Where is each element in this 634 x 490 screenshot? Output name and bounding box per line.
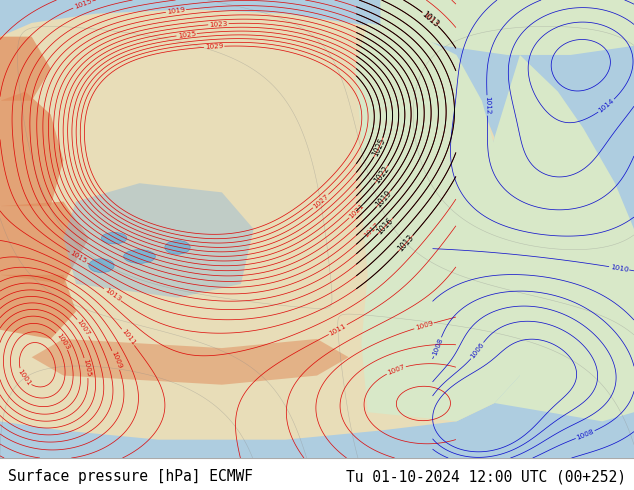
Polygon shape [355, 23, 533, 421]
Text: 1019: 1019 [167, 7, 186, 15]
Text: 1021: 1021 [348, 202, 365, 220]
Text: 1017: 1017 [363, 222, 380, 239]
Polygon shape [469, 55, 634, 421]
Ellipse shape [124, 249, 155, 263]
Ellipse shape [101, 232, 127, 244]
Text: 1014: 1014 [597, 98, 616, 114]
Text: 1009: 1009 [110, 350, 122, 370]
Polygon shape [0, 9, 507, 440]
Text: 1022: 1022 [372, 164, 391, 185]
Text: 1010: 1010 [609, 264, 629, 273]
Text: 1015: 1015 [69, 250, 88, 265]
Text: 1003: 1003 [55, 332, 70, 350]
Text: 1013: 1013 [422, 11, 439, 27]
Text: 1023: 1023 [209, 21, 228, 27]
Polygon shape [63, 183, 254, 298]
Text: 1005: 1005 [82, 358, 91, 378]
Text: 1013: 1013 [396, 233, 415, 253]
Polygon shape [0, 201, 89, 284]
Text: 1019: 1019 [374, 189, 394, 209]
Text: 1007: 1007 [386, 364, 406, 376]
Polygon shape [380, 0, 634, 55]
Text: 1025: 1025 [177, 30, 196, 39]
Text: Surface pressure [hPa] ECMWF: Surface pressure [hPa] ECMWF [8, 469, 252, 484]
Text: 1013: 1013 [103, 287, 122, 302]
Polygon shape [0, 275, 76, 339]
Polygon shape [0, 92, 63, 206]
Text: 1007: 1007 [75, 318, 91, 337]
Text: 1008: 1008 [576, 428, 595, 441]
Text: 1012: 1012 [484, 96, 491, 115]
Text: 1016: 1016 [375, 216, 395, 236]
Text: 1011: 1011 [328, 322, 347, 337]
Text: 1011: 1011 [120, 328, 136, 346]
Text: 1015: 1015 [73, 0, 93, 10]
Ellipse shape [89, 259, 114, 272]
Text: 1029: 1029 [205, 43, 224, 50]
Text: 1008: 1008 [432, 337, 444, 357]
Text: 1009: 1009 [415, 320, 434, 331]
Polygon shape [0, 37, 51, 101]
Text: 1013: 1013 [420, 9, 441, 29]
Text: Tu 01-10-2024 12:00 UTC (00+252): Tu 01-10-2024 12:00 UTC (00+252) [346, 469, 626, 484]
Text: 1027: 1027 [312, 193, 330, 210]
Text: 1006: 1006 [469, 342, 486, 360]
Text: 1001: 1001 [16, 368, 32, 387]
Ellipse shape [165, 241, 190, 254]
Text: 1025: 1025 [371, 137, 387, 158]
Polygon shape [32, 339, 349, 385]
